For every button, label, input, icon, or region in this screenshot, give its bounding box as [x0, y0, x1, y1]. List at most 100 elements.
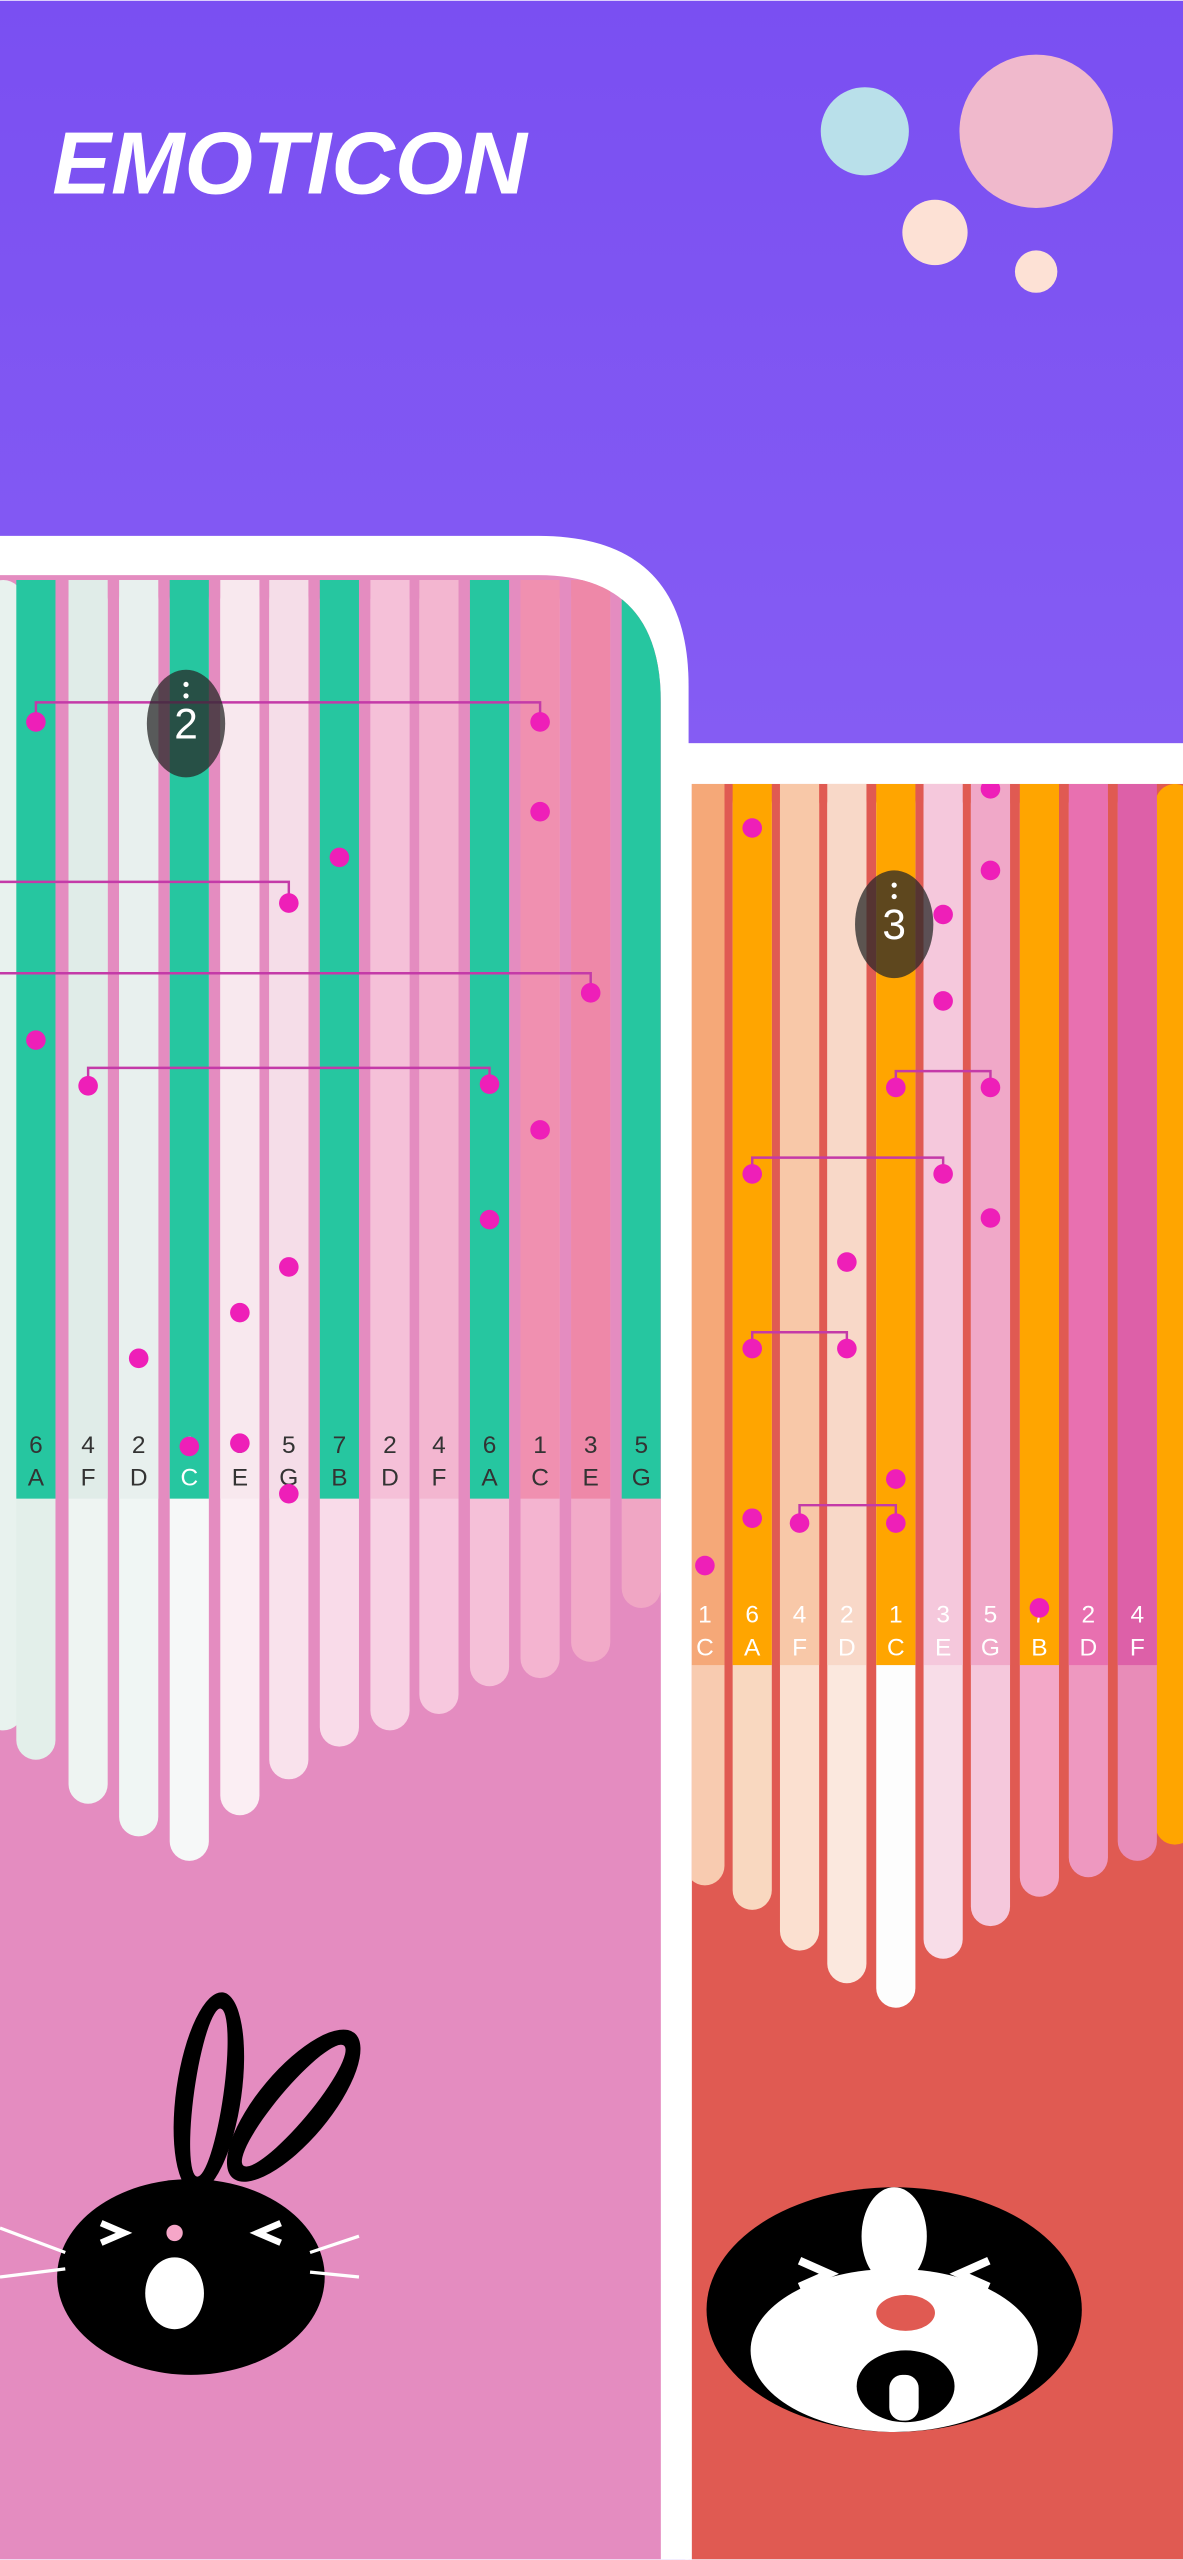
- key-upper: [691, 783, 725, 1666]
- note-dot: [279, 1257, 299, 1277]
- note-dot: [933, 1164, 953, 1184]
- key-upper: [1068, 783, 1108, 1666]
- note-dot: [886, 1077, 906, 1098]
- title: EMOTICON: [52, 113, 529, 212]
- key-upper: [469, 579, 510, 1499]
- note-dot: [78, 1076, 98, 1096]
- key-upper: [269, 579, 309, 1499]
- decor-circle: [959, 54, 1113, 208]
- bubble-dot: [891, 882, 897, 888]
- key-number: 7: [333, 1432, 347, 1459]
- note-dot: [742, 1338, 763, 1359]
- bubble-number: 3: [882, 901, 906, 948]
- key-number: 4: [81, 1432, 95, 1459]
- note-dot: [742, 1164, 763, 1184]
- key-letter: F: [431, 1465, 446, 1492]
- key-letter: D: [381, 1465, 399, 1492]
- note-dot: [279, 893, 299, 913]
- note-dot: [530, 712, 550, 732]
- key-upper: [1117, 783, 1157, 1666]
- decor-circle: [902, 199, 968, 266]
- key-upper: [1019, 783, 1059, 1666]
- bubble-dot: [183, 693, 189, 699]
- decor-circle: [1014, 250, 1058, 293]
- key: [1155, 783, 1183, 1845]
- key-letter: D: [838, 1634, 856, 1661]
- key-upper: [571, 579, 611, 1499]
- note-dot: [128, 1348, 149, 1369]
- key-letter: D: [130, 1465, 148, 1492]
- key-upper: [520, 579, 560, 1499]
- key-number: 2: [383, 1432, 397, 1459]
- key-number: 5: [984, 1602, 998, 1629]
- key-number: 6: [29, 1432, 43, 1459]
- key-letter: E: [583, 1465, 599, 1492]
- key-number: 4: [1131, 1602, 1145, 1629]
- note-dot: [279, 1483, 299, 1504]
- note-dot: [837, 1338, 857, 1359]
- key-letter: E: [935, 1634, 951, 1661]
- key-number: 2: [840, 1602, 854, 1629]
- key-upper: [621, 579, 661, 1499]
- key-letter: A: [28, 1465, 45, 1492]
- bunny-icon: [0, 1992, 361, 2375]
- key-letter: G: [279, 1465, 298, 1492]
- key-number: 4: [793, 1602, 807, 1629]
- key-letter: C: [180, 1465, 198, 1492]
- note-dot: [933, 904, 953, 925]
- note-dot: [980, 1077, 1001, 1098]
- key-upper: [68, 579, 108, 1499]
- note-dot: [329, 847, 350, 868]
- note-dot: [742, 818, 763, 838]
- key-number: 3: [584, 1432, 598, 1459]
- key-letter: E: [232, 1465, 248, 1492]
- key-number: 5: [282, 1432, 296, 1459]
- key-letter: B: [1031, 1634, 1047, 1661]
- note-dot: [530, 801, 550, 822]
- note-dot: [179, 1436, 200, 1457]
- note-dot: [479, 1209, 500, 1230]
- key-upper: [732, 783, 772, 1666]
- note-dot: [26, 712, 46, 732]
- key-letter: C: [887, 1634, 905, 1661]
- key-letter: F: [81, 1465, 96, 1492]
- note-dot: [837, 1252, 857, 1272]
- key-number: 1: [698, 1602, 712, 1629]
- key-number: 3: [936, 1602, 950, 1629]
- note-dot: [886, 1469, 906, 1489]
- note-dot: [980, 1208, 1001, 1228]
- note-dot: [479, 1074, 500, 1094]
- key-letter: C: [531, 1465, 549, 1492]
- key-letter: C: [696, 1634, 714, 1661]
- key-letter: B: [331, 1465, 347, 1492]
- note-bubble: [146, 669, 226, 778]
- note-dot: [26, 1030, 46, 1050]
- key-letter: A: [481, 1465, 498, 1492]
- key-letter: G: [981, 1634, 1000, 1661]
- key-number: 1: [889, 1602, 903, 1629]
- key-number: 2: [132, 1432, 146, 1459]
- key-number: 4: [432, 1432, 446, 1459]
- key-number: 6: [483, 1432, 497, 1459]
- key-letter: D: [1080, 1634, 1098, 1661]
- note-dot: [230, 1433, 250, 1453]
- key-letter: F: [1130, 1634, 1145, 1661]
- key: [0, 579, 23, 1731]
- note-link: [34, 701, 542, 719]
- left-kalimba: 6A4F2D1C3E5G7B2D4F6A1C3E5G2: [0, 579, 661, 1861]
- key-number: 6: [745, 1602, 759, 1629]
- note-dot: [530, 1120, 550, 1140]
- key-letter: F: [792, 1634, 807, 1661]
- note-dot: [1029, 1598, 1050, 1618]
- key-letter: A: [744, 1634, 761, 1661]
- note-dot: [980, 783, 1001, 799]
- bubble-dot: [183, 681, 189, 688]
- key-upper: [419, 579, 459, 1499]
- note-dot: [886, 1513, 906, 1533]
- note-dot: [933, 991, 953, 1011]
- key-number: 5: [634, 1432, 648, 1459]
- key-number: 2: [1082, 1602, 1096, 1629]
- decor-circle: [820, 87, 909, 176]
- note-dot: [230, 1302, 250, 1323]
